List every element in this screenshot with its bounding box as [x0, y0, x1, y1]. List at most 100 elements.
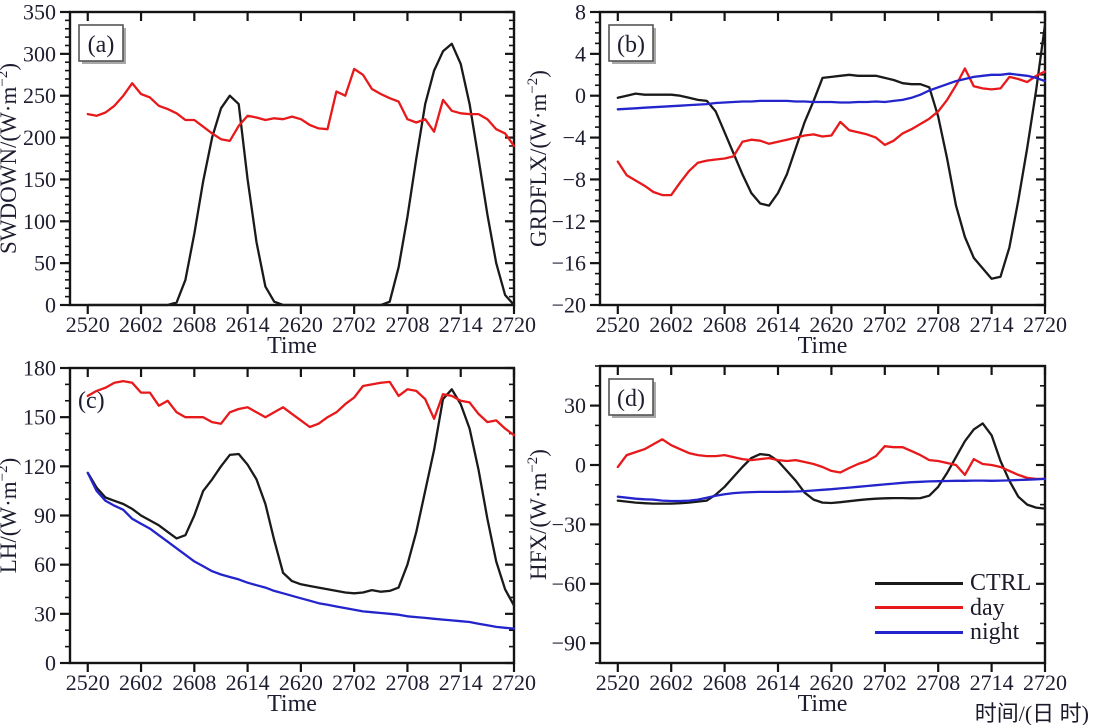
x-tick-label: 2614	[226, 670, 270, 695]
x-tick-label: 2614	[226, 312, 270, 337]
x-tick-label: 2520	[596, 670, 640, 695]
y-axis-title-a: SWDOWN/(W·m−2)	[0, 63, 21, 254]
series-night-line	[616, 72, 1047, 111]
series-group	[616, 422, 1047, 510]
y-tick-label: −30	[552, 512, 586, 537]
series-day-line	[86, 379, 516, 437]
panel-label-c: (c)	[78, 388, 105, 414]
y-tick-label: −20	[552, 293, 586, 318]
x-tick-label: 2714	[439, 312, 483, 337]
x-tick-label: 2702	[863, 312, 907, 337]
legend-label-night: night	[970, 619, 1020, 646]
y-tick-label: 150	[23, 405, 56, 430]
x-tick-label: 2708	[916, 670, 960, 695]
panel-d: −90 −60 −30 0 30 2520 2602 2608 2614 2620 2702 2708…	[525, 364, 1067, 717]
series-night-line	[616, 477, 1047, 503]
panel-label-box	[78, 24, 124, 62]
panel-label-d: (d)	[617, 386, 645, 412]
panel-b: −20 −16 −12 −8 −4 0 4 8 2520 2602 2608 2614 2620 2702…	[525, 0, 1067, 359]
x-axis-chinese-label: 时间/(日 时)	[974, 701, 1089, 725]
series-ctrl-line	[616, 422, 1047, 510]
y-tick-label: −90	[552, 631, 586, 656]
y-tick-label: 150	[23, 167, 56, 192]
x-tick-label: 2714	[970, 670, 1014, 695]
x-tick-label: 2714	[439, 670, 483, 695]
y-tick-label: 30	[34, 601, 56, 626]
x-tick-label: 2602	[119, 670, 163, 695]
x-tick-label: 2602	[649, 312, 693, 337]
plot-border	[598, 364, 1047, 665]
x-tick-label: 2714	[970, 312, 1014, 337]
y-tick-label: 200	[23, 125, 56, 150]
plot-border	[68, 10, 516, 307]
x-tick-label: 2720	[492, 312, 536, 337]
y-tick-label: 60	[34, 552, 56, 577]
y-tick-label: 90	[34, 503, 56, 528]
y-tick-label: 0	[575, 453, 586, 478]
legend-label-day: day	[970, 594, 1005, 621]
x-tick-label: 2608	[703, 312, 747, 337]
series-day-line	[616, 67, 1047, 197]
x-axis-title-c: Time	[267, 691, 317, 717]
x-tick-label: 2720	[1023, 670, 1067, 695]
legend-line-day	[875, 606, 963, 610]
series-group	[86, 379, 516, 630]
panel-c: 0 30 60 90 120 150 180 2520 2602 2608 2614 2620 2702…	[0, 356, 536, 718]
panel-label-box	[608, 378, 654, 416]
x-tick-label: 2608	[703, 670, 747, 695]
legend-item-ctrl: CTRL	[875, 571, 1031, 596]
x-tick-label: 2720	[492, 670, 536, 695]
y-tick-label: 50	[34, 251, 56, 276]
x-tick-label: 2620	[809, 312, 853, 337]
x-tick-label: 2702	[332, 312, 376, 337]
series-ctrl-line	[616, 23, 1047, 280]
x-tick-label: 2608	[172, 312, 216, 337]
y-tick-label: 0	[575, 83, 586, 108]
y-tick-label: −12	[552, 209, 586, 234]
x-tick-label: 2620	[279, 312, 323, 337]
legend-label-ctrl: CTRL	[970, 570, 1032, 597]
x-tick-label: 2602	[649, 670, 693, 695]
x-tick-label: 2520	[66, 670, 110, 695]
series-night-line	[86, 471, 516, 630]
x-axis-title-b: Time	[798, 333, 848, 359]
y-tick-label: 0	[45, 651, 56, 676]
y-tick-label: 8	[575, 0, 586, 25]
series-day-line	[86, 67, 516, 148]
x-tick-label: 2602	[119, 312, 163, 337]
y-tick-label: 120	[23, 454, 56, 479]
y-tick-label: 180	[23, 356, 56, 381]
x-tick-label: 2614	[756, 670, 800, 695]
legend-item-day: day	[875, 596, 1031, 621]
x-tick-label: 2520	[596, 312, 640, 337]
y-tick-label: 4	[575, 41, 586, 66]
x-tick-label: 2708	[916, 312, 960, 337]
legend-line-night	[875, 630, 963, 634]
y-axis-title-c: LH/(W·m−2)	[0, 458, 21, 574]
x-tick-label: 2708	[385, 670, 429, 695]
y-tick-label: −4	[563, 125, 586, 150]
y-tick-label: 300	[23, 41, 56, 66]
x-tick-label: 2520	[66, 312, 110, 337]
y-tick-label: 30	[564, 393, 586, 418]
y-tick-label: −16	[552, 251, 586, 276]
plot-border	[68, 366, 516, 665]
panel-label-b: (b)	[617, 32, 645, 58]
series-day-line	[616, 438, 1047, 481]
x-axis-title-d: Time	[798, 691, 848, 717]
legend-item-night: night	[875, 620, 1031, 645]
panel-label-a: (a)	[88, 32, 115, 58]
legend: CTRL day night	[875, 571, 1031, 645]
series-group	[86, 42, 516, 307]
plot-border	[598, 10, 1047, 307]
x-tick-label: 2720	[1023, 312, 1067, 337]
panel-label-box	[608, 24, 654, 62]
x-tick-label: 2608	[172, 670, 216, 695]
y-tick-label: 0	[45, 293, 56, 318]
y-tick-label: 350	[23, 0, 56, 25]
series-group	[616, 23, 1047, 280]
x-tick-label: 2614	[756, 312, 800, 337]
panel-a: 0 50 100 150 200 250 300 350 2520 2602 2608 2614 262…	[0, 0, 536, 359]
